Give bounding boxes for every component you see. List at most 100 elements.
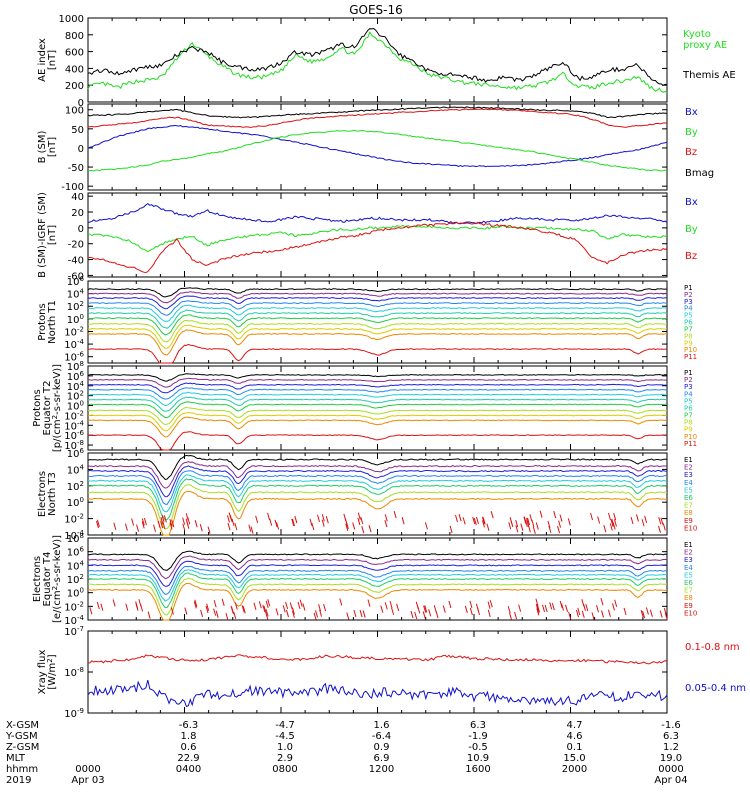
series-line-E7 — [87, 484, 668, 530]
legend-label: E10 — [684, 609, 697, 617]
series-line-E10 — [199, 524, 203, 532]
legend-label: Bz — [685, 251, 697, 262]
series-line-E9 — [658, 517, 662, 525]
legend-label: E7 — [684, 587, 693, 595]
series-line-E1 — [87, 550, 668, 571]
series-line-E9 — [125, 603, 129, 611]
ephemeris-value: 1.0 — [277, 742, 293, 753]
series-line-E10 — [613, 519, 617, 527]
panel-bsm: 100 50 0 -50 -100 B (SM)[nT] Bx By Bz Bmag — [37, 103, 714, 193]
series-line-E10 — [514, 611, 518, 620]
series-line-E9 — [597, 516, 601, 524]
series-line-E9 — [221, 598, 225, 607]
series-line-E10 — [449, 525, 453, 534]
ephemeris-value: 0000 — [75, 764, 100, 775]
series-line-E9 — [135, 601, 139, 609]
series-line-E10 — [536, 608, 540, 616]
series-line-E10 — [525, 517, 529, 526]
ephemeris-value: 22.9 — [177, 753, 199, 764]
series-line-E9 — [536, 604, 540, 612]
y-tick-label: 800 — [65, 31, 84, 42]
series-line-E10 — [507, 606, 511, 614]
series-line-E10 — [422, 611, 426, 619]
series-line-E9 — [267, 512, 271, 520]
y-tick-label: 1000 — [59, 14, 84, 25]
series-line-E10 — [607, 609, 611, 617]
series-line-E10 — [353, 609, 357, 618]
series-line-E10 — [424, 522, 428, 530]
series-line-E9 — [487, 601, 491, 609]
series-line-E9 — [143, 517, 147, 526]
series-line-E10 — [136, 524, 140, 532]
series-line-E9 — [357, 512, 361, 520]
ephemeris-value: 0.6 — [181, 742, 197, 753]
series-line-E9 — [535, 598, 539, 606]
y-tick-label: 200 — [65, 81, 84, 92]
series-line-E10 — [182, 523, 186, 531]
series-line-E9 — [100, 603, 104, 611]
panel-ae: 1000 800 600 400 200 0 AE index[nT] Kyotoproxy … — [37, 14, 736, 109]
series-line-E10 — [487, 609, 491, 618]
panel-frame — [87, 192, 668, 278]
y-tick-label: 400 — [65, 64, 84, 75]
ephemeris-value: 6.3 — [470, 720, 486, 731]
series-line-E9 — [469, 600, 473, 609]
ephemeris-value: 4.6 — [567, 731, 583, 742]
series-line-E9 — [529, 514, 533, 522]
series-line-E9 — [258, 601, 262, 609]
series-line-E10 — [153, 524, 157, 532]
y-tick-label: 10-9 — [64, 707, 84, 720]
series-line-E9 — [585, 604, 589, 612]
ephemeris-value: -1.9 — [468, 731, 488, 742]
legend-label: P9 — [684, 426, 693, 434]
series-line-E9 — [253, 602, 257, 610]
ephemeris-value: -4.7 — [275, 720, 295, 731]
series-line-E9 — [228, 512, 232, 520]
series-line-P9 — [88, 324, 668, 349]
legend-label: P9 — [684, 339, 693, 347]
series-line-E9 — [163, 515, 167, 523]
series-line-E10 — [591, 612, 595, 620]
y-tick-label: 100 — [67, 313, 84, 326]
series-line-red — [87, 221, 668, 274]
series-line-green — [87, 224, 668, 253]
series-line-E1 — [87, 454, 668, 481]
y-axis-label: ElectronsEquator T4[e/(cm2-s-sr-keV)] — [32, 535, 63, 623]
series-line-E9 — [160, 516, 164, 525]
series-line-E10 — [662, 523, 666, 531]
series-line-E6 — [87, 478, 668, 521]
series-line-E10 — [435, 610, 439, 619]
series-line-E9 — [255, 515, 259, 523]
series-line-E10 — [89, 607, 93, 615]
series-line-E9 — [614, 599, 618, 607]
panel-electrons-t4: 10810610410210010-210-4ElectronsEquator … — [32, 532, 697, 627]
series-line-E10 — [428, 609, 432, 617]
series-line-E10 — [515, 525, 519, 533]
series-line-E9 — [660, 517, 664, 525]
series-line-E9 — [393, 511, 397, 519]
series-line-E10 — [520, 523, 524, 531]
panel-bigrf: 40 20 0 -20 -40 -60 B (SM)-IGRF (SM)[nT] Bx By Bz — [37, 192, 698, 282]
series-line-E9 — [321, 514, 325, 522]
legend-label: P8 — [684, 419, 693, 427]
series-line-E9 — [96, 601, 100, 610]
series-line-E9 — [509, 517, 513, 525]
series-line-E10 — [345, 523, 349, 532]
y-tick-label: 104 — [67, 559, 85, 572]
series-line-E10 — [160, 521, 164, 529]
series-line-E10 — [380, 605, 384, 613]
series-line-E10 — [486, 523, 490, 531]
legend-label: E2 — [684, 549, 693, 557]
ephemeris-value: 0400 — [176, 764, 201, 775]
series-line-E9 — [515, 519, 519, 528]
series-line-P4 — [87, 300, 668, 316]
legend-label: E2 — [684, 464, 693, 472]
legend-label: P1 — [684, 369, 693, 377]
series-line-red — [87, 108, 668, 128]
series-line-E9 — [448, 600, 452, 609]
series-line-E10 — [357, 517, 361, 526]
legend-label: P5 — [684, 397, 693, 405]
y-tick-label: -40 — [68, 256, 84, 267]
series-line-E9 — [171, 520, 175, 528]
